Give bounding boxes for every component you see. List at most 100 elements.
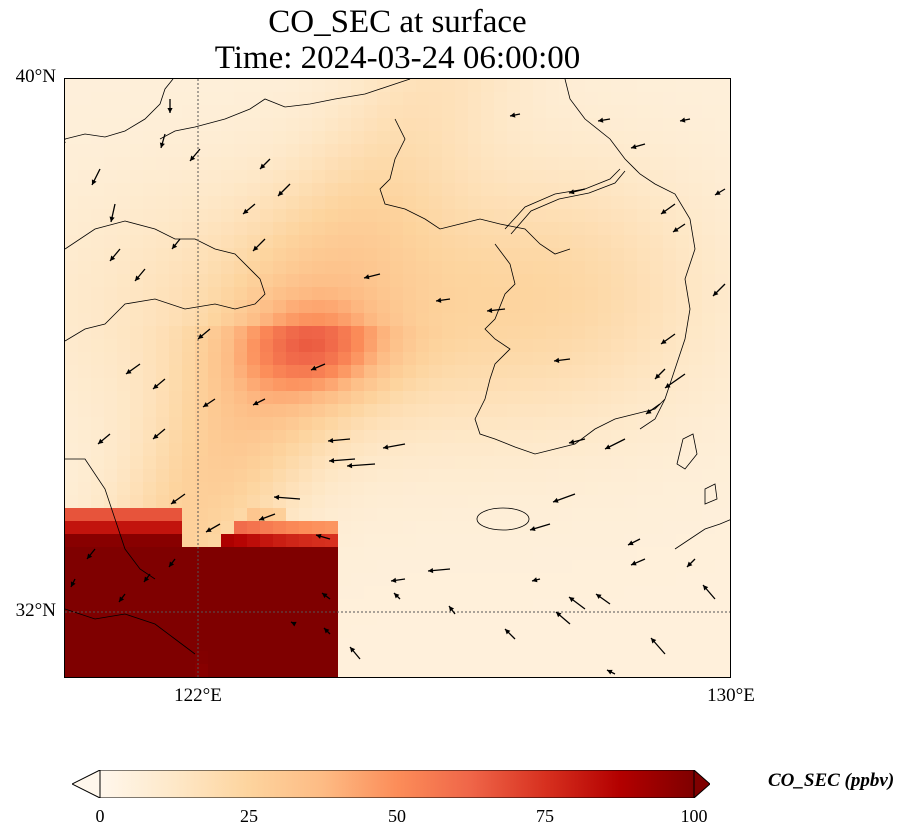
concentration-cell	[650, 378, 664, 392]
map-panel	[64, 78, 731, 678]
concentration-cell	[728, 508, 730, 522]
concentration-cell	[416, 352, 430, 366]
concentration-cell	[65, 547, 79, 561]
concentration-cell	[247, 586, 261, 600]
concentration-cell	[598, 573, 612, 587]
concentration-cell	[234, 300, 248, 314]
concentration-cell	[325, 157, 339, 171]
concentration-cell	[715, 92, 729, 106]
concentration-cell	[351, 677, 365, 678]
concentration-cell	[143, 521, 157, 535]
concentration-cell	[91, 664, 105, 677]
concentration-cell	[728, 209, 730, 223]
concentration-cell	[611, 365, 625, 379]
concentration-cell	[351, 469, 365, 483]
concentration-cell	[351, 521, 365, 535]
concentration-cell	[468, 573, 482, 587]
concentration-cell	[546, 235, 560, 249]
concentration-cell	[403, 170, 417, 184]
concentration-cell	[104, 443, 118, 457]
concentration-cell	[65, 482, 79, 496]
concentration-cell	[104, 612, 118, 626]
concentration-cell	[611, 430, 625, 444]
concentration-cell	[208, 378, 222, 392]
concentration-cell	[702, 417, 716, 431]
wind-arrow	[712, 283, 726, 297]
concentration-cell	[299, 157, 313, 171]
concentration-cell	[455, 404, 469, 418]
concentration-cell	[468, 131, 482, 145]
concentration-cell	[286, 378, 300, 392]
concentration-cell	[182, 170, 196, 184]
concentration-cell	[130, 469, 144, 483]
concentration-cell	[338, 183, 352, 197]
concentration-cell	[611, 339, 625, 353]
wind-arrow-head	[651, 638, 657, 644]
concentration-cell	[78, 677, 92, 678]
concentration-cell	[689, 469, 703, 483]
concentration-cell	[650, 157, 664, 171]
concentration-cell	[572, 196, 586, 210]
concentration-cell	[715, 378, 729, 392]
wind-arrow-head	[680, 117, 686, 123]
concentration-cell	[598, 313, 612, 327]
concentration-cell	[182, 417, 196, 431]
concentration-cell	[390, 612, 404, 626]
concentration-cell	[312, 105, 326, 119]
concentration-cell	[338, 222, 352, 236]
wind-arrow	[568, 188, 586, 195]
concentration-cell	[351, 209, 365, 223]
concentration-cell	[299, 508, 313, 522]
concentration-cell	[533, 651, 547, 665]
concentration-cell	[195, 417, 209, 431]
concentration-cell	[728, 469, 730, 483]
concentration-cell	[416, 612, 430, 626]
concentration-cell	[416, 79, 430, 93]
concentration-cell	[156, 274, 170, 288]
concentration-cell	[169, 235, 183, 249]
wind-arrow	[258, 513, 276, 521]
concentration-cell	[546, 157, 560, 171]
concentration-cell	[130, 625, 144, 639]
concentration-cell	[689, 274, 703, 288]
concentration-cell	[429, 339, 443, 353]
concentration-cell	[377, 612, 391, 626]
concentration-cell	[130, 144, 144, 158]
concentration-cell	[624, 209, 638, 223]
concentration-cell	[533, 209, 547, 223]
concentration-cell	[364, 313, 378, 327]
concentration-cell	[702, 339, 716, 353]
concentration-cell	[650, 534, 664, 548]
concentration-cell	[104, 339, 118, 353]
concentration-cell	[598, 105, 612, 119]
concentration-cell	[533, 573, 547, 587]
concentration-cell	[117, 326, 131, 340]
concentration-cell	[650, 521, 664, 535]
concentration-cell	[702, 157, 716, 171]
wind-arrow	[349, 646, 361, 660]
wind-arrow	[531, 577, 541, 583]
concentration-cell	[559, 131, 573, 145]
concentration-cell	[650, 105, 664, 119]
concentration-cell	[585, 222, 599, 236]
concentration-cell	[702, 547, 716, 561]
concentration-cell	[78, 560, 92, 574]
concentration-cell	[650, 573, 664, 587]
concentration-cell	[351, 534, 365, 548]
concentration-cell	[273, 508, 287, 522]
concentration-cell	[429, 651, 443, 665]
concentration-cell	[182, 560, 196, 574]
concentration-cell	[390, 209, 404, 223]
concentration-cell	[702, 209, 716, 223]
concentration-cell	[104, 638, 118, 652]
concentration-cell	[403, 339, 417, 353]
concentration-cell	[533, 417, 547, 431]
concentration-cell	[351, 222, 365, 236]
concentration-cell	[533, 508, 547, 522]
concentration-cell	[663, 118, 677, 132]
concentration-cell	[208, 547, 222, 561]
concentration-cell	[520, 586, 534, 600]
concentration-cell	[312, 417, 326, 431]
concentration-cell	[702, 508, 716, 522]
concentration-cell	[247, 365, 261, 379]
